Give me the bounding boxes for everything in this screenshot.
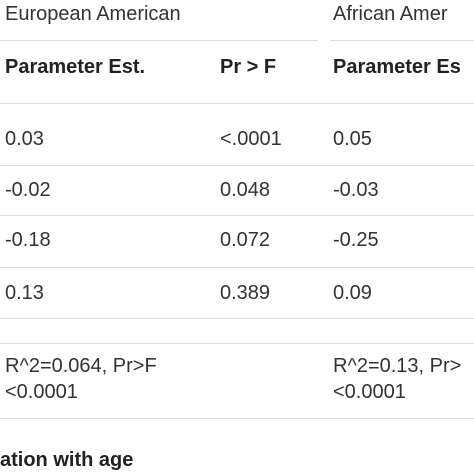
- footer-text: <0.0001: [333, 381, 406, 403]
- rule: [0, 103, 474, 104]
- rule: [0, 165, 474, 166]
- rule: [0, 343, 474, 344]
- cell: 0.03: [5, 128, 44, 150]
- footer-text: <0.0001: [5, 381, 78, 403]
- footer-text: R^2=0.064, Pr>F: [5, 355, 157, 377]
- rule: [0, 267, 474, 268]
- column-header: Parameter Es: [333, 56, 461, 78]
- column-header: Pr > F: [220, 56, 277, 78]
- rule: [0, 40, 318, 41]
- cell: -0.02: [5, 179, 51, 201]
- caption: ation with age: [0, 449, 134, 471]
- cell: 0.09: [333, 282, 372, 304]
- cell: <.0001: [220, 128, 282, 150]
- footer-text: R^2=0.13, Pr>: [333, 355, 462, 377]
- cell: 0.072: [220, 229, 271, 251]
- cell: 0.13: [5, 282, 44, 304]
- group-header: African Amer: [333, 3, 448, 25]
- rule: [0, 215, 474, 216]
- column-header: Parameter Est.: [5, 56, 146, 78]
- cell: 0.05: [333, 128, 372, 150]
- cell: -0.18: [5, 229, 51, 251]
- cell: 0.389: [220, 282, 271, 304]
- cell: -0.25: [333, 229, 379, 251]
- rule: [0, 318, 474, 319]
- cell: -0.03: [333, 179, 379, 201]
- group-header: European American: [5, 3, 181, 25]
- rule: [330, 40, 474, 41]
- rule: [0, 418, 474, 419]
- cell: 0.048: [220, 179, 271, 201]
